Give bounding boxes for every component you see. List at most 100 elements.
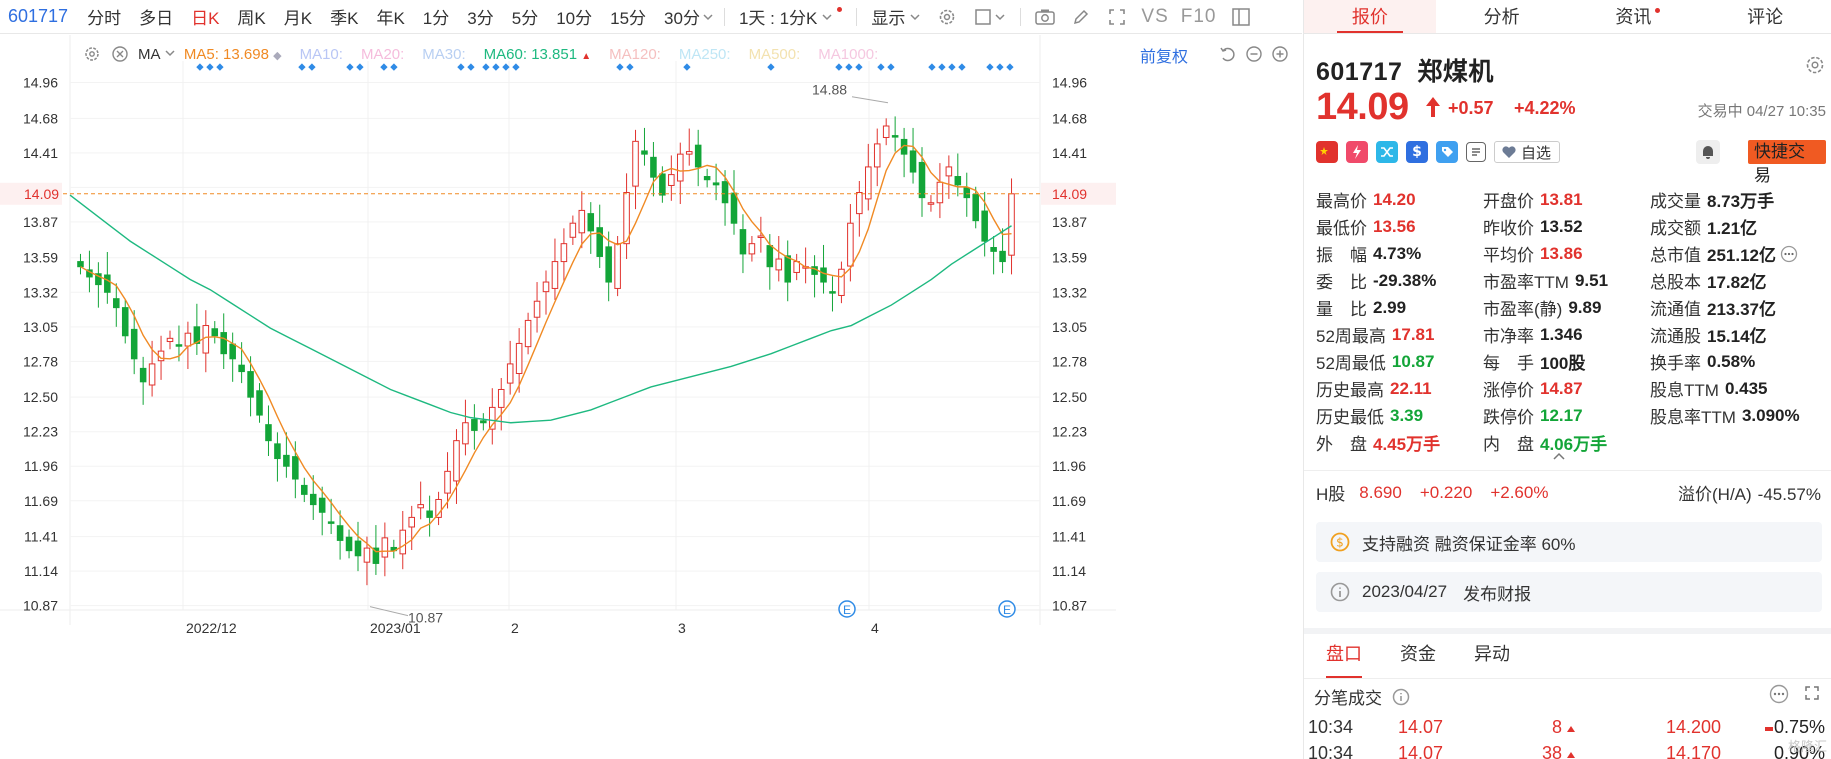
stat-cell: 量 比 2.99 — [1316, 295, 1483, 320]
candle-body — [497, 388, 505, 408]
period-30min[interactable]: 30分 — [664, 9, 700, 28]
candle-body — [856, 192, 863, 215]
tab-quote[interactable]: 报价 — [1304, 0, 1436, 33]
margin-info-text: 支持融资 融资保证金率 60% — [1362, 534, 1576, 554]
period-weekly-k[interactable]: 周K — [237, 9, 266, 28]
margin-info-box[interactable]: $ 支持融资 融资保证金率 60% — [1316, 522, 1822, 562]
candle-body — [569, 222, 577, 238]
ma-indicator-select[interactable]: MA — [138, 46, 176, 63]
h-share-change: +0.220 — [1419, 482, 1473, 502]
candle-body — [820, 267, 827, 283]
settings-gear-icon[interactable] — [936, 6, 958, 28]
y-tick-label-right: 13.32 — [1052, 284, 1087, 300]
y-tick-label-left: 14.96 — [23, 75, 58, 91]
stat-label: 市盈率TTM — [1483, 273, 1569, 292]
h-share-row[interactable]: H股 8.690 +0.220 +2.60% 溢价(H/A) -45.57% — [1304, 470, 1831, 514]
stat-value: 13.52 — [1540, 216, 1583, 236]
quick-trade-button[interactable]: 快捷交易 — [1748, 140, 1826, 185]
stat-cell: 流通股 15.14亿 — [1650, 322, 1831, 347]
candle-body — [408, 516, 415, 528]
lightning-icon[interactable] — [1346, 141, 1368, 163]
info-icon[interactable] — [1392, 688, 1410, 706]
camera-screenshot-icon[interactable] — [1034, 6, 1056, 28]
period-monthly-k[interactable]: 月K — [283, 9, 313, 28]
bell-alert-icon[interactable] — [1696, 140, 1720, 164]
pencil-draw-icon[interactable] — [1070, 6, 1092, 28]
candle-body — [990, 247, 997, 252]
ha-premium-label: 溢价(H/A) — [1678, 485, 1752, 504]
indicator-close-icon[interactable] — [110, 44, 130, 64]
stat-cell: 成交量 8.73万手 — [1650, 187, 1831, 212]
low-annotation-leader — [369, 606, 409, 617]
sidebar-toggle-icon[interactable] — [1230, 6, 1252, 28]
chevron-down-icon[interactable] — [702, 11, 714, 23]
period-quarterly-k[interactable]: 季K — [330, 9, 359, 28]
display-select[interactable]: 显示 — [863, 4, 929, 29]
period-multiday[interactable]: 多日 — [139, 9, 174, 28]
gear-icon[interactable] — [1804, 54, 1826, 79]
tab-comments[interactable]: 评论 — [1747, 7, 1784, 27]
current-price-label-right: 14.09 — [1052, 186, 1087, 202]
tab-news[interactable]: 资讯 — [1568, 0, 1700, 33]
indicator-settings-icon[interactable] — [82, 44, 102, 64]
candle-body — [336, 525, 344, 541]
tab-unusual-activity[interactable]: 异动 — [1474, 644, 1510, 664]
event-diamond — [996, 63, 1004, 71]
event-diamond — [298, 63, 306, 71]
f10-button[interactable]: F10 — [1180, 5, 1217, 27]
period-5min[interactable]: 5分 — [511, 9, 539, 28]
period-1min[interactable]: 1分 — [422, 9, 450, 28]
candle-body — [77, 261, 84, 268]
stat-cell: 市净率 1.346 — [1483, 322, 1650, 347]
stat-label: 历史最低 — [1316, 408, 1384, 427]
draw-rectangle-icon[interactable] — [972, 6, 994, 28]
stat-cell: 股息TTM 0.435 — [1650, 376, 1831, 401]
more-options-icon[interactable] — [1780, 245, 1798, 263]
tab-analysis[interactable]: 分析 — [1483, 7, 1520, 27]
kline-chart-area[interactable]: 14.9614.9614.6814.6814.4114.4114.1414.14… — [0, 35, 1302, 759]
tab-order-book[interactable]: 盘口 — [1326, 640, 1362, 678]
zoom-in-icon[interactable] — [1270, 44, 1290, 64]
notebook-icon[interactable] — [1466, 142, 1486, 162]
interval-select[interactable]: 1天 : 1分K — [731, 4, 850, 29]
reset-icon[interactable] — [1218, 44, 1238, 64]
stats-row: 历史最高 22.11 涨停价 14.87 股息TTM 0.435 — [1316, 375, 1831, 402]
period-intraday[interactable]: 分时 — [87, 9, 122, 28]
adjust-mode-button[interactable]: 前复权 — [1140, 49, 1189, 66]
stat-value: 8.73万手 — [1707, 192, 1775, 211]
period-10min[interactable]: 10分 — [556, 9, 593, 28]
expand-icon[interactable] — [1803, 684, 1821, 709]
tag-icon[interactable] — [1436, 141, 1458, 163]
report-info-box[interactable]: 2023/04/27 发布财报 — [1316, 572, 1822, 612]
fullscreen-icon[interactable] — [1106, 6, 1128, 28]
stock-code-tab[interactable]: 601717 — [8, 6, 69, 26]
candle-body — [211, 328, 219, 337]
tab-fund-flow[interactable]: 资金 — [1400, 644, 1436, 664]
h-share-price: 8.690 — [1359, 482, 1402, 502]
y-tick-label-right: 12.23 — [1052, 424, 1087, 440]
h-share-change-pct: +2.60% — [1490, 482, 1549, 502]
china-flag-icon[interactable] — [1316, 141, 1338, 163]
period-yearly-k[interactable]: 年K — [376, 9, 405, 28]
candle-body — [372, 547, 380, 564]
candle-body — [148, 363, 156, 386]
kline-chart[interactable]: 14.9614.9614.6814.6814.4114.4114.1414.14… — [0, 35, 1302, 759]
earnings-marker-label: E — [1003, 603, 1011, 617]
dollar-icon[interactable]: $ — [1406, 141, 1428, 163]
period-daily-k[interactable]: 日K — [191, 9, 220, 28]
zoom-out-icon[interactable] — [1244, 44, 1264, 64]
collapse-up-icon[interactable] — [1552, 448, 1566, 464]
current-price-label-left: 14.09 — [24, 186, 59, 202]
period-3min[interactable]: 3分 — [467, 9, 494, 28]
stat-label: 市盈率(静) — [1483, 300, 1563, 319]
candle-body — [668, 174, 675, 186]
add-watchlist-button[interactable]: 自选 — [1494, 141, 1561, 163]
ma5-line — [80, 144, 1012, 553]
chevron-down-icon[interactable] — [994, 11, 1006, 23]
stat-label: 历史最高 — [1316, 381, 1384, 400]
period-15min[interactable]: 15分 — [610, 9, 647, 28]
more-options-icon[interactable] — [1769, 684, 1789, 709]
candle-body — [166, 337, 174, 343]
shuffle-icon[interactable] — [1376, 141, 1398, 163]
vs-compare-button[interactable]: VS — [1141, 5, 1169, 27]
